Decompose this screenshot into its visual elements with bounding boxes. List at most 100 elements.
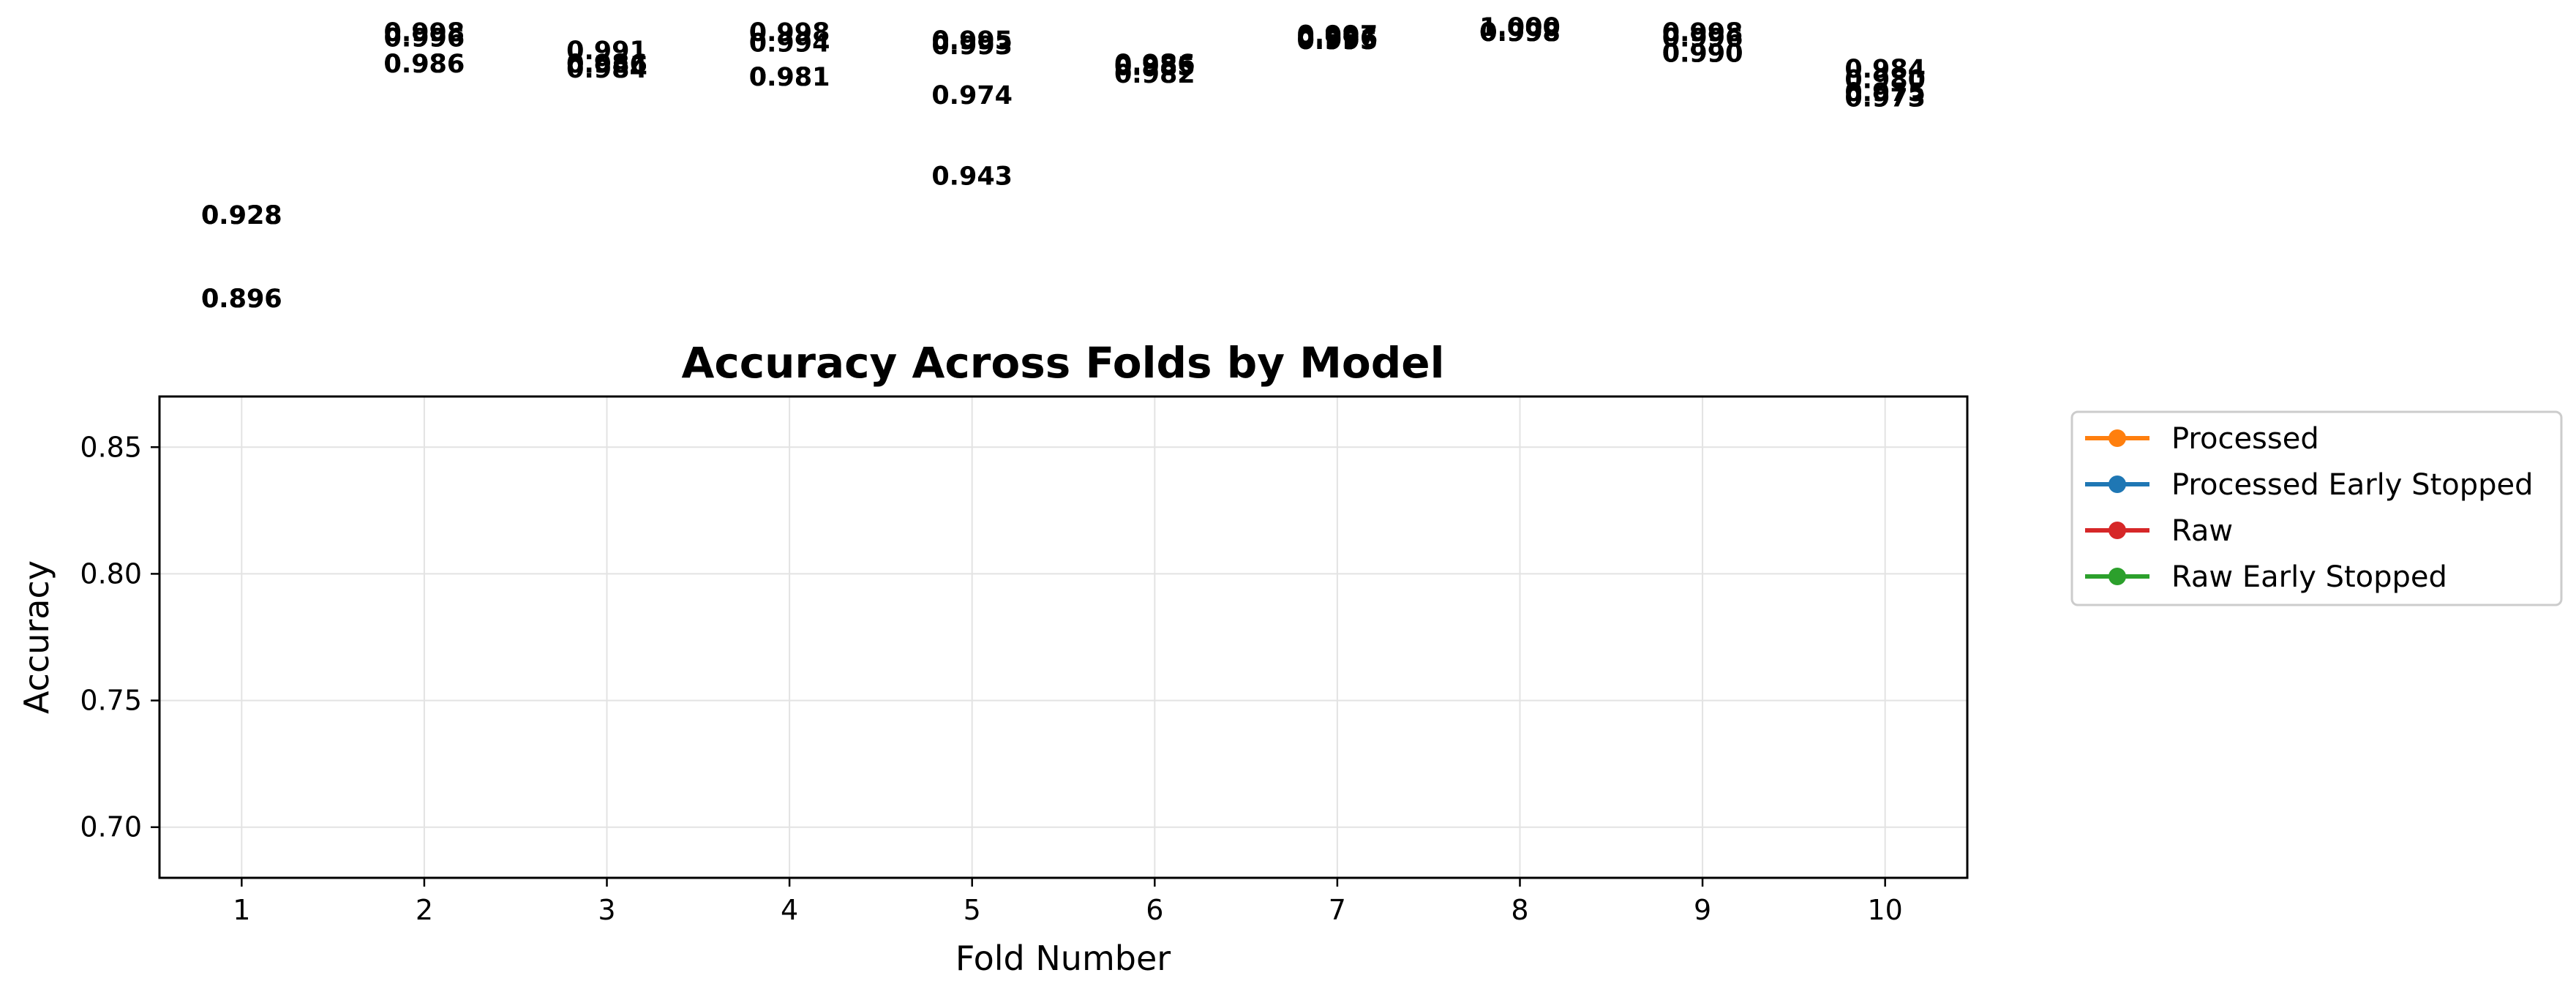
data-label: 0.990	[1662, 40, 1743, 69]
data-label: 0.975	[1844, 78, 1926, 108]
grid-lines	[159, 396, 1967, 878]
series-point	[1146, 105, 1163, 121]
series-point	[1329, 69, 1345, 86]
series-point	[599, 94, 615, 110]
series-point	[416, 94, 432, 110]
series-point	[1146, 94, 1163, 110]
series-point	[1694, 69, 1711, 86]
data-label: 0.998	[384, 18, 465, 48]
chart-title: Accuracy Across Folds by Model	[681, 338, 1444, 388]
data-label: 0.985	[1114, 53, 1195, 82]
data-label: 1.000	[1479, 13, 1561, 42]
series-point	[1512, 64, 1528, 80]
series-point	[599, 94, 615, 110]
series-point	[781, 108, 797, 124]
x-tick-label: 9	[1694, 894, 1711, 926]
x-tick-label: 5	[964, 894, 981, 926]
y-axis-label: Accuracy	[17, 560, 56, 714]
y-tick-label: 0.85	[80, 431, 142, 463]
x-tick-label: 1	[233, 894, 250, 926]
data-label: 0.998	[1662, 18, 1743, 48]
x-tick-label: 6	[1146, 894, 1163, 926]
series-point	[1512, 64, 1528, 80]
legend-marker	[2109, 429, 2126, 447]
data-label: 0.986	[566, 50, 647, 79]
data-label: 0.981	[749, 63, 830, 92]
series-point	[1329, 72, 1345, 88]
legend-label: Raw	[2171, 514, 2233, 548]
data-label: 0.943	[931, 162, 1013, 191]
x-tick-label: 2	[416, 894, 433, 926]
data-label: 0.994	[749, 29, 830, 58]
data-label: 0.998	[1479, 18, 1561, 48]
series-line	[241, 72, 1885, 331]
data-label: 0.928	[201, 201, 282, 230]
data-label: 0.990	[1662, 40, 1743, 69]
series-point	[1694, 84, 1711, 100]
series-point	[1329, 72, 1345, 88]
series-lines	[233, 59, 1893, 339]
series-point	[1146, 97, 1163, 113]
legend-label: Processed	[2171, 422, 2319, 456]
data-label: 0.996	[1662, 23, 1743, 53]
legend-marker	[2109, 522, 2126, 539]
legend-label: Processed Early Stopped	[2171, 468, 2534, 502]
series-point	[233, 241, 249, 257]
series-point	[1694, 84, 1711, 100]
legend-marker	[2109, 475, 2126, 493]
data-label: 0.928	[201, 201, 282, 230]
legend-frame	[2070, 410, 2563, 606]
legend-marker	[2109, 568, 2126, 585]
series-point	[233, 323, 249, 339]
data-labels: 0.928 0.996 0.984 0.998 0.993 0.986 0.997 0.998…	[201, 13, 1926, 314]
data-label: 0.995	[931, 26, 1013, 56]
data-label: 0.974	[931, 81, 1013, 110]
data-label: 0.985	[1114, 53, 1195, 82]
x-axis-label: Fold Number	[955, 939, 1171, 978]
data-label: 0.984	[1844, 55, 1926, 84]
series-point	[1877, 127, 1893, 143]
data-label: 0.980	[1844, 65, 1926, 94]
x-tick-label: 7	[1329, 894, 1346, 926]
x-tick-label: 3	[598, 894, 615, 926]
series-point	[416, 94, 432, 110]
data-label: 0.986	[566, 50, 647, 79]
y-tick-label: 0.70	[80, 811, 142, 843]
series-point	[1877, 122, 1893, 138]
series-point	[1512, 59, 1528, 75]
data-label: 0.986	[1114, 50, 1195, 79]
series-point	[233, 323, 249, 339]
y-tick-label: 0.75	[80, 685, 142, 717]
x-tick-label: 4	[781, 894, 798, 926]
data-label: 0.998	[1479, 18, 1561, 48]
data-label: 0.995	[1297, 26, 1378, 56]
series-line	[241, 67, 1885, 249]
series-line	[241, 72, 1885, 331]
data-label: 0.986	[384, 50, 465, 79]
series-point	[1329, 67, 1345, 83]
data-label: 0.995	[1297, 26, 1378, 56]
series-line	[241, 72, 1885, 249]
series-point	[781, 108, 797, 124]
data-label: 0.996	[1297, 23, 1378, 53]
data-label: 0.996	[384, 23, 465, 53]
y-tick-label: 0.80	[80, 557, 142, 590]
series-point	[1146, 97, 1163, 113]
legend-label: Raw Early Stopped	[2171, 560, 2447, 594]
series-point	[599, 99, 615, 116]
series-point	[964, 203, 980, 219]
data-label: 0.981	[749, 63, 830, 92]
legend: Processed Processed Early Stopped Raw Raw E…	[2070, 410, 2563, 606]
data-label: 0.984	[566, 55, 647, 84]
x-tick-label: 10	[1868, 894, 1903, 926]
data-label: 0.986	[384, 50, 465, 79]
data-label: 0.998	[749, 18, 830, 48]
data-label: 0.998	[1479, 18, 1561, 48]
data-label: 0.896	[201, 285, 282, 314]
data-label: 0.993	[931, 31, 1013, 61]
series-point	[964, 125, 980, 141]
data-label: 0.982	[1114, 60, 1195, 89]
data-label: 0.997	[1297, 21, 1378, 50]
